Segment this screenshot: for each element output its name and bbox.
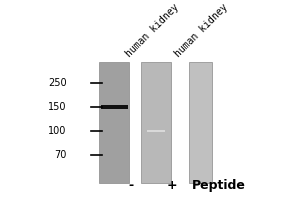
Text: 250: 250 (48, 78, 67, 88)
Text: 100: 100 (48, 126, 67, 136)
Text: Peptide: Peptide (191, 179, 245, 192)
FancyBboxPatch shape (100, 62, 129, 183)
Text: human kidney: human kidney (173, 2, 230, 59)
FancyBboxPatch shape (189, 62, 212, 183)
Text: +: + (167, 179, 178, 192)
FancyBboxPatch shape (147, 130, 165, 132)
Text: -: - (128, 179, 133, 192)
Text: human kidney: human kidney (124, 2, 181, 59)
FancyBboxPatch shape (101, 105, 128, 109)
FancyBboxPatch shape (141, 62, 171, 183)
Text: 150: 150 (48, 102, 67, 112)
Text: 70: 70 (54, 150, 67, 160)
